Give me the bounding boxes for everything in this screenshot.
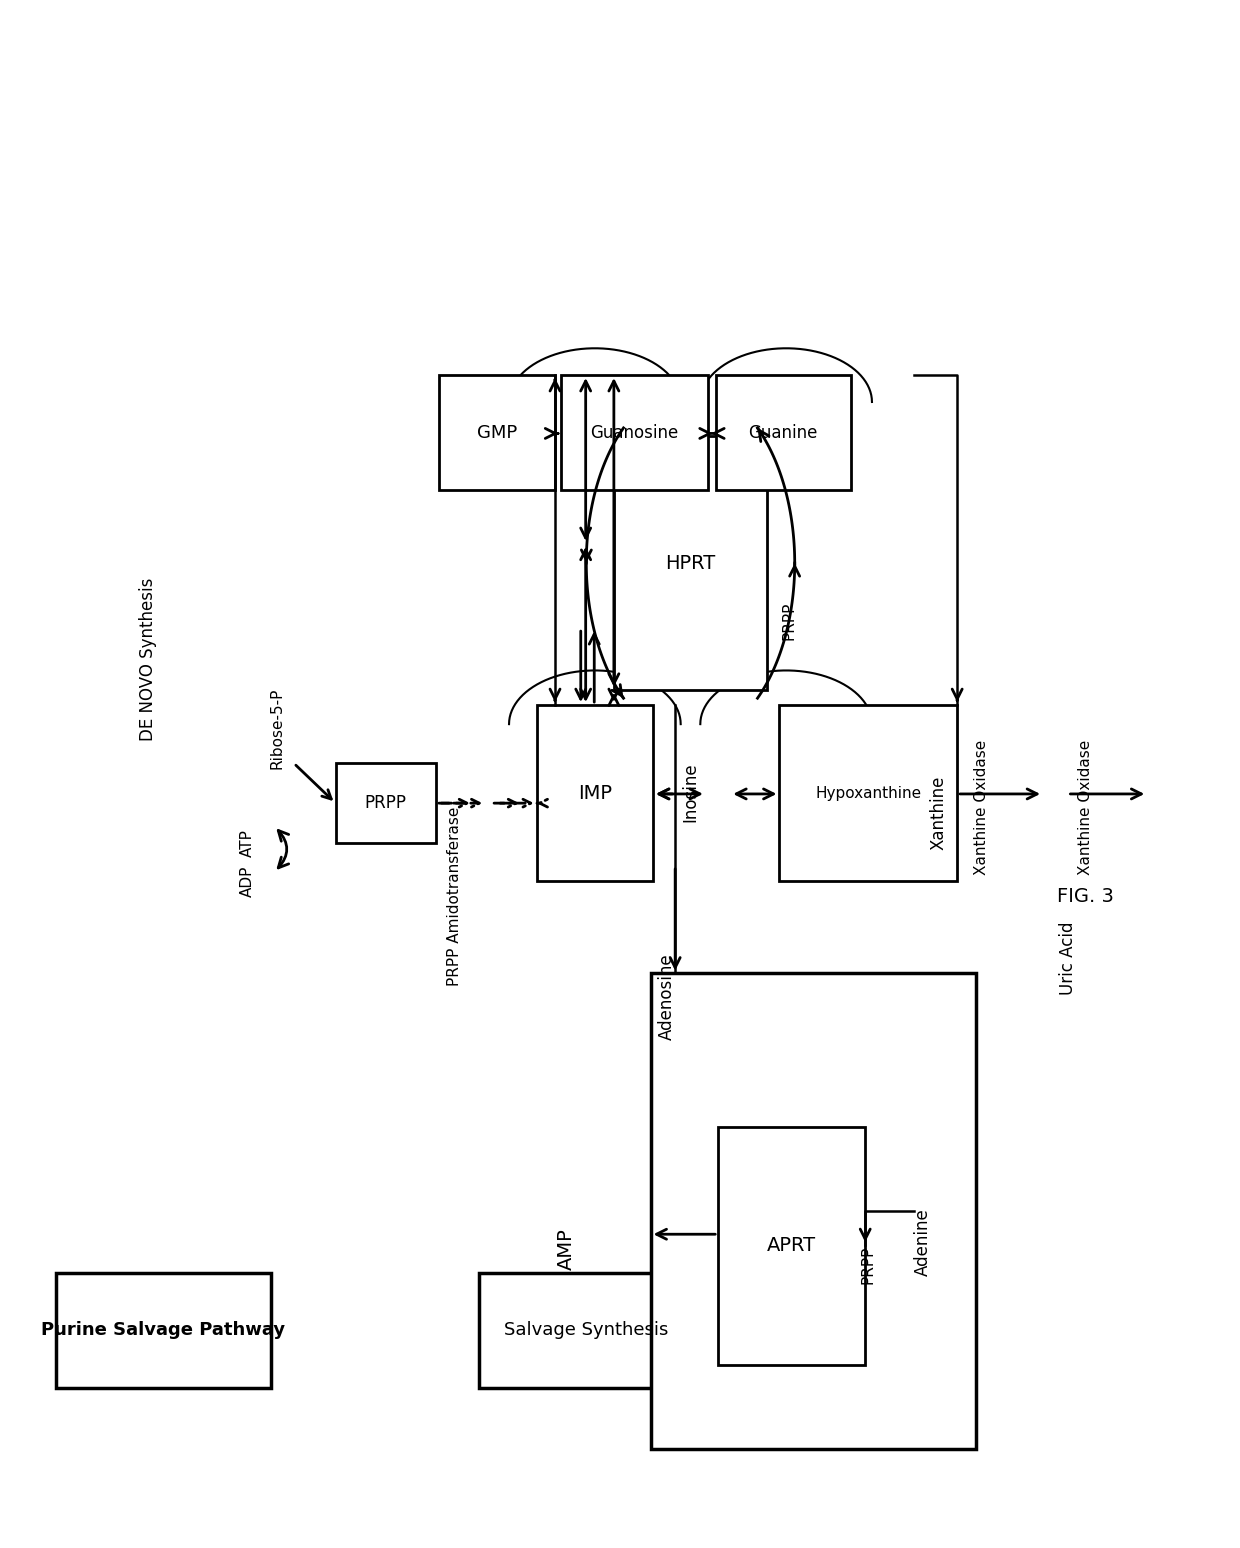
Text: ATP: ATP: [239, 830, 254, 858]
Text: PRPP: PRPP: [365, 794, 407, 813]
Text: IMP: IMP: [578, 783, 611, 803]
Bar: [614, 437, 768, 689]
Bar: [439, 375, 556, 491]
Text: Salvage Synthesis: Salvage Synthesis: [505, 1320, 668, 1339]
Text: Hypoxanthine: Hypoxanthine: [815, 786, 921, 800]
Bar: [479, 1272, 693, 1387]
Text: ADP: ADP: [239, 865, 254, 898]
Text: AMP: AMP: [557, 1229, 575, 1271]
Text: Guanosine: Guanosine: [590, 424, 678, 441]
Bar: [651, 974, 976, 1449]
Text: Purine Salvage Pathway: Purine Salvage Pathway: [41, 1320, 285, 1339]
Text: PRPP Amidotransferase: PRPP Amidotransferase: [446, 807, 463, 986]
Text: Adenosine: Adenosine: [657, 954, 676, 1040]
Text: PRPP: PRPP: [861, 1246, 875, 1285]
Text: Inosine: Inosine: [681, 763, 699, 822]
Bar: [718, 1127, 866, 1365]
Text: Adenine: Adenine: [914, 1207, 931, 1276]
Text: Ribose-5-P: Ribose-5-P: [269, 687, 284, 769]
Text: GMP: GMP: [476, 424, 517, 441]
Text: PRPP: PRPP: [781, 602, 797, 639]
Text: Xanthine: Xanthine: [930, 776, 947, 850]
Bar: [537, 704, 653, 881]
Text: APRT: APRT: [768, 1237, 816, 1255]
Text: Xanthine Oxidase: Xanthine Oxidase: [1079, 740, 1094, 875]
Bar: [562, 375, 708, 491]
Text: Xanthine Oxidase: Xanthine Oxidase: [975, 740, 990, 875]
Bar: [56, 1272, 270, 1387]
Bar: [715, 375, 851, 491]
Text: Uric Acid: Uric Acid: [1059, 921, 1076, 995]
Text: HPRT: HPRT: [666, 554, 715, 573]
Bar: [336, 763, 436, 844]
Text: FIG. 3: FIG. 3: [1058, 887, 1115, 906]
Text: DE NOVO Synthesis: DE NOVO Synthesis: [139, 577, 157, 740]
Bar: [780, 704, 957, 881]
Text: Guanine: Guanine: [749, 424, 817, 441]
